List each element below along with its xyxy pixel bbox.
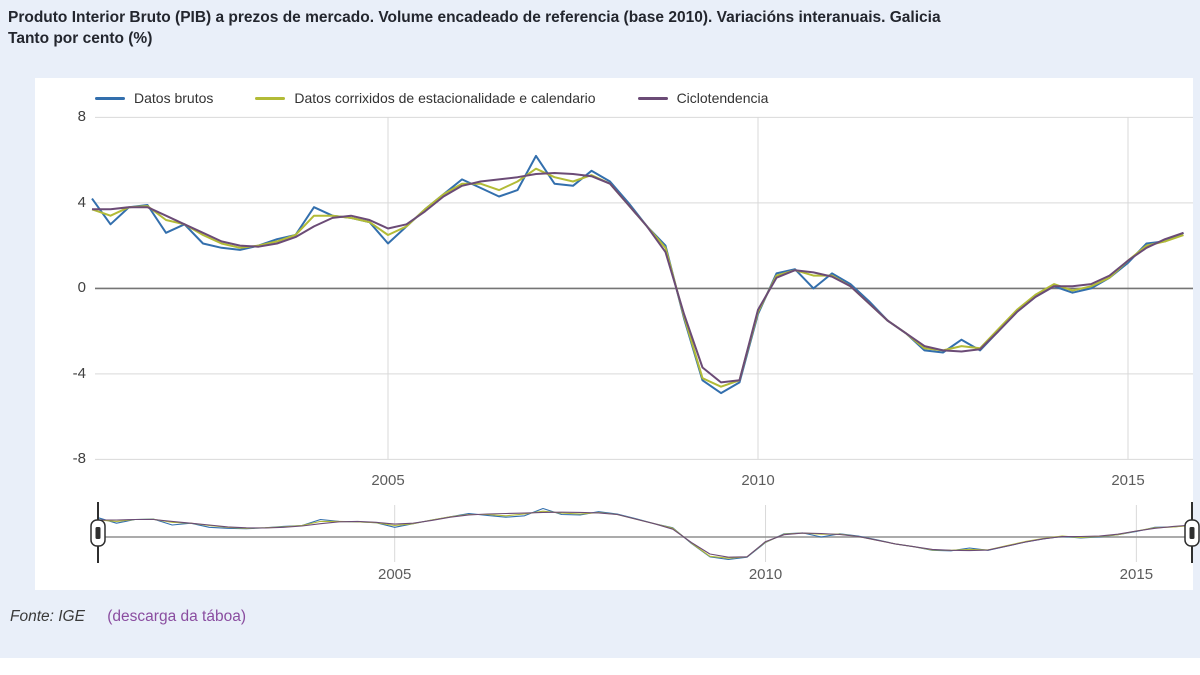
chart-panel — [35, 78, 1193, 590]
legend-item-ciclotendencia[interactable]: Ciclotendencia — [637, 90, 769, 106]
legend-marker-icon — [95, 96, 125, 100]
legend: Datos brutos Datos corrixidos de estacio… — [95, 90, 768, 106]
legend-label: Ciclotendencia — [676, 90, 769, 106]
download-table-link[interactable]: (descarga da táboa) — [107, 608, 246, 625]
legend-marker-icon — [255, 96, 286, 100]
chart-title-line1: Produto Interior Bruto (PIB) a prezos de… — [8, 9, 941, 26]
series-line-2 — [92, 172, 1184, 384]
legend-item-datos-corrixidos[interactable]: Datos corrixidos de estacionalidade e ca… — [255, 90, 596, 106]
legend-label: Datos corrixidos de estacionalidade e ca… — [294, 90, 596, 106]
series-line-0 — [91, 154, 1184, 395]
series-line-1 — [91, 167, 1184, 388]
legend-item-datos-brutos[interactable]: Datos brutos — [95, 90, 213, 106]
chart-title: Produto Interior Bruto (PIB) a prezos de… — [8, 7, 1188, 49]
navigator-series-1 — [97, 510, 1193, 559]
navigator-right-handle-grip[interactable] — [1189, 527, 1195, 539]
legend-marker-icon — [637, 96, 668, 100]
source-text: Fonte: IGE — [10, 608, 85, 625]
source-line: Fonte: IGE (descarga da táboa) — [10, 608, 246, 626]
legend-label: Datos brutos — [134, 90, 214, 106]
chart-title-line2: Tanto por cento (%) — [8, 30, 153, 47]
navigator-series-2 — [98, 511, 1193, 558]
navigator-left-handle-grip[interactable] — [95, 527, 101, 539]
navigator-series-0 — [97, 507, 1193, 561]
